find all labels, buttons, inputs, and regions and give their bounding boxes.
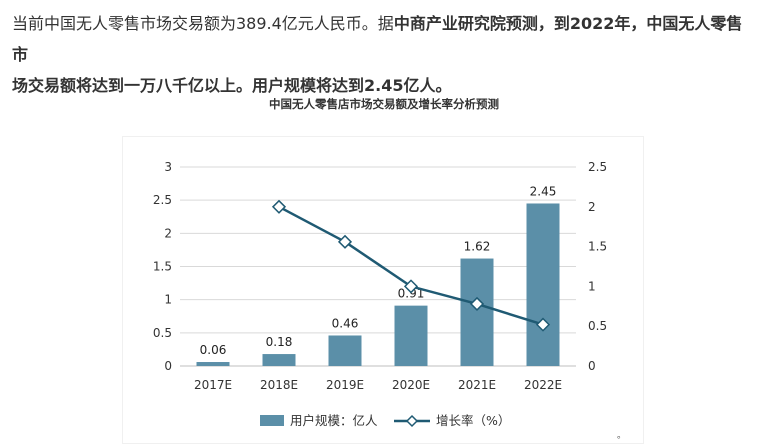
legend-line-marker (405, 414, 419, 428)
bar-data-label: 0.91 (398, 287, 425, 301)
left-axis-tick-label: 0 (164, 359, 172, 373)
right-axis-tick-label: 1.5 (588, 240, 607, 254)
right-axis-tick-label: 0.5 (588, 319, 607, 333)
stray-punctuation: 。 (617, 431, 627, 441)
growth-rate-marker (403, 279, 419, 294)
bar (526, 203, 560, 366)
bar-data-label: 2.45 (530, 184, 557, 198)
growth-rate-marker (535, 317, 551, 332)
legend-line-label: 增长率（%） (436, 413, 510, 428)
left-axis-tick-label: 3 (164, 160, 172, 174)
chart-title: 中国无人零售店市场交易额及增长率分析预测 (269, 97, 499, 111)
x-axis-tick-label: 2021E (458, 378, 496, 392)
paragraph-bold-text-2: 场交易额将达到一万八千亿以上。用户规模将达到2.45亿人。 (12, 76, 452, 95)
right-axis-tick-label: 2.5 (588, 160, 607, 174)
left-axis-tick-label: 2.5 (153, 193, 172, 207)
right-axis-tick-label: 1 (588, 279, 596, 293)
bar (394, 305, 428, 366)
bar-data-label: 0.46 (332, 316, 359, 330)
left-axis-tick-label: 1 (164, 293, 172, 307)
growth-rate-marker (337, 234, 353, 249)
article-text: 当前中国无人零售市场交易额为389.4亿元人民币。据中商产业研究院预测，到202… (12, 8, 757, 101)
bar-data-label: 1.62 (464, 240, 491, 254)
article-paragraph: 当前中国无人零售市场交易额为389.4亿元人民币。据中商产业研究院预测，到202… (12, 8, 757, 101)
legend-bar-label: 用户规模：亿人 (290, 413, 378, 428)
left-axis-tick-label: 0.5 (153, 326, 172, 340)
left-axis-tick-label: 1.5 (153, 260, 172, 274)
x-axis-tick-label: 2017E (194, 378, 232, 392)
left-axis-tick-label: 2 (164, 226, 172, 240)
bar (262, 354, 296, 366)
legend-bar-swatch (260, 415, 284, 426)
right-axis-tick-label: 0 (588, 359, 596, 373)
paragraph-normal-text: 当前中国无人零售市场交易额为389.4亿元人民币。据 (12, 14, 394, 33)
growth-rate-marker (469, 296, 485, 311)
x-axis-tick-label: 2018E (260, 378, 298, 392)
paragraph-bold-text: 中商产业研究院预测，到2022年，中国无人零售市 (12, 14, 743, 64)
bar (328, 335, 362, 366)
bar-data-label: 0.06 (200, 343, 227, 357)
bar (460, 258, 494, 366)
bar (196, 362, 230, 366)
x-axis-tick-label: 2019E (326, 378, 364, 392)
bar-data-label: 0.18 (266, 335, 293, 349)
x-axis-tick-label: 2020E (392, 378, 430, 392)
right-axis-tick-label: 2 (588, 200, 596, 214)
x-axis-tick-label: 2022E (524, 378, 562, 392)
growth-rate-marker (271, 199, 287, 214)
